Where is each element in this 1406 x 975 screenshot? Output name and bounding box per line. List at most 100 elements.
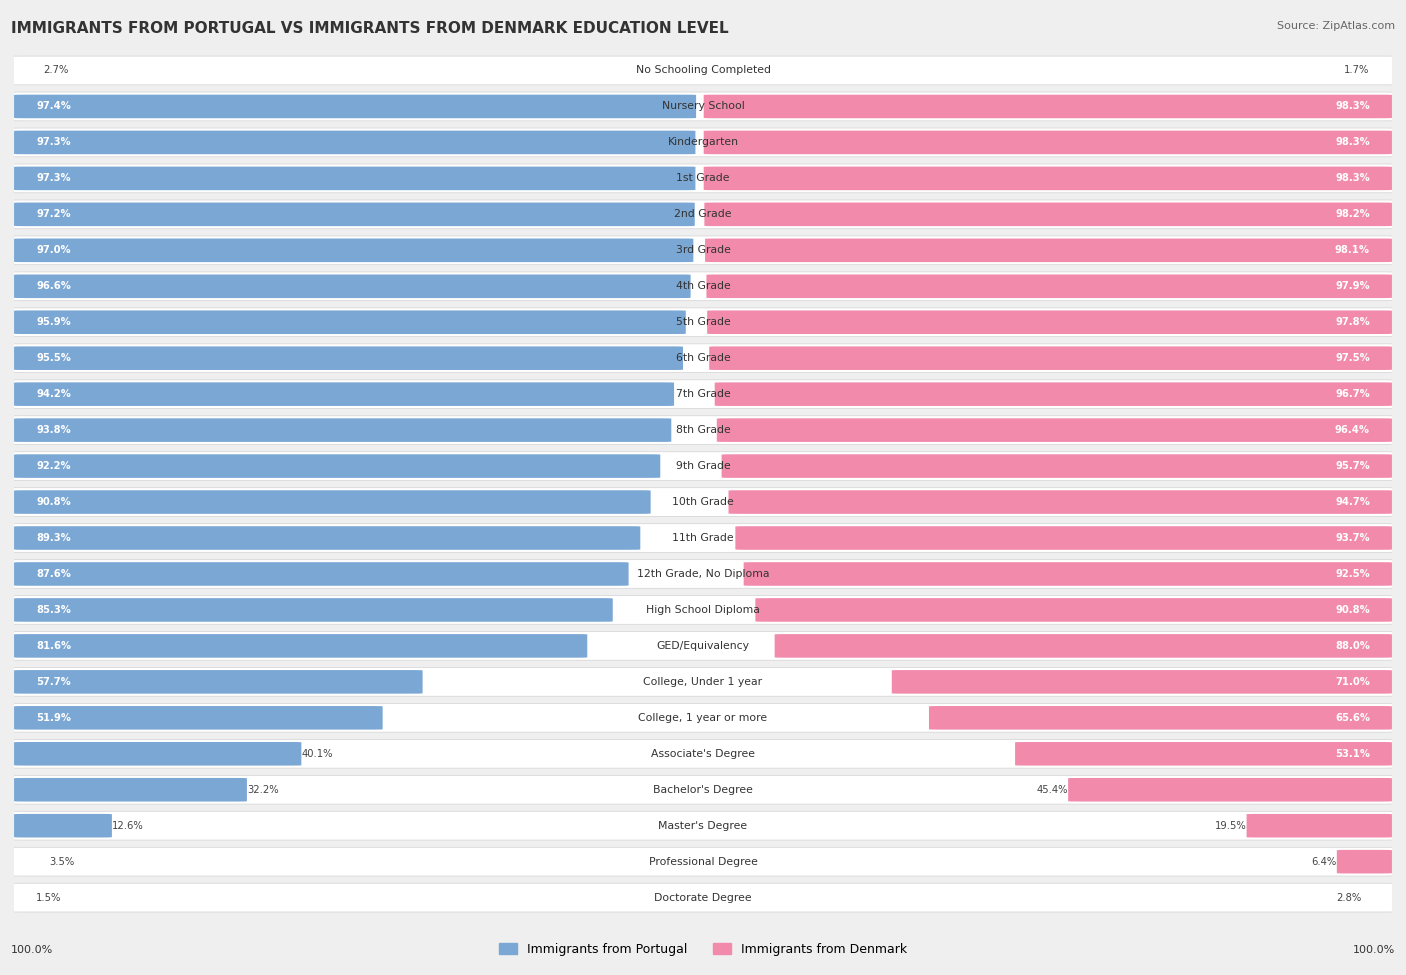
Text: 96.4%: 96.4%	[1334, 425, 1369, 435]
FancyBboxPatch shape	[14, 526, 640, 550]
Text: 90.8%: 90.8%	[1336, 604, 1369, 615]
Text: No Schooling Completed: No Schooling Completed	[636, 65, 770, 75]
Text: 45.4%: 45.4%	[1036, 785, 1069, 795]
FancyBboxPatch shape	[14, 814, 112, 838]
FancyBboxPatch shape	[14, 275, 690, 298]
FancyBboxPatch shape	[7, 703, 1399, 732]
FancyBboxPatch shape	[7, 883, 1399, 912]
Text: 98.3%: 98.3%	[1336, 101, 1369, 111]
Text: 19.5%: 19.5%	[1215, 821, 1247, 831]
Text: GED/Equivalency: GED/Equivalency	[657, 641, 749, 651]
Text: 71.0%: 71.0%	[1336, 677, 1369, 686]
Text: 53.1%: 53.1%	[1334, 749, 1369, 759]
FancyBboxPatch shape	[1337, 850, 1392, 874]
Text: Nursery School: Nursery School	[662, 101, 744, 111]
FancyBboxPatch shape	[706, 275, 1392, 298]
Text: 90.8%: 90.8%	[37, 497, 70, 507]
FancyBboxPatch shape	[7, 811, 1399, 840]
FancyBboxPatch shape	[7, 596, 1399, 624]
FancyBboxPatch shape	[1069, 778, 1392, 801]
Text: 1.5%: 1.5%	[35, 893, 60, 903]
Text: 87.6%: 87.6%	[37, 569, 70, 579]
FancyBboxPatch shape	[744, 563, 1392, 586]
FancyBboxPatch shape	[14, 706, 382, 729]
Text: 95.5%: 95.5%	[37, 353, 70, 364]
Text: Professional Degree: Professional Degree	[648, 857, 758, 867]
FancyBboxPatch shape	[1247, 814, 1392, 838]
FancyBboxPatch shape	[14, 310, 686, 334]
Text: Doctorate Degree: Doctorate Degree	[654, 893, 752, 903]
FancyBboxPatch shape	[7, 524, 1399, 553]
Text: 51.9%: 51.9%	[37, 713, 72, 722]
Text: 89.3%: 89.3%	[37, 533, 70, 543]
FancyBboxPatch shape	[703, 167, 1392, 190]
Text: IMMIGRANTS FROM PORTUGAL VS IMMIGRANTS FROM DENMARK EDUCATION LEVEL: IMMIGRANTS FROM PORTUGAL VS IMMIGRANTS F…	[11, 21, 728, 36]
Text: 7th Grade: 7th Grade	[676, 389, 730, 399]
Text: 98.1%: 98.1%	[1334, 246, 1369, 255]
Text: Associate's Degree: Associate's Degree	[651, 749, 755, 759]
Text: 96.6%: 96.6%	[37, 281, 70, 292]
Text: 4th Grade: 4th Grade	[676, 281, 730, 292]
Text: 93.7%: 93.7%	[1336, 533, 1369, 543]
FancyBboxPatch shape	[891, 670, 1392, 693]
Text: 94.7%: 94.7%	[1336, 497, 1369, 507]
FancyBboxPatch shape	[7, 847, 1399, 877]
FancyBboxPatch shape	[7, 415, 1399, 445]
FancyBboxPatch shape	[1015, 742, 1392, 765]
FancyBboxPatch shape	[755, 598, 1392, 622]
Text: Master's Degree: Master's Degree	[658, 821, 748, 831]
FancyBboxPatch shape	[7, 560, 1399, 588]
FancyBboxPatch shape	[14, 203, 695, 226]
FancyBboxPatch shape	[7, 272, 1399, 300]
Text: 98.3%: 98.3%	[1336, 174, 1369, 183]
Text: 3rd Grade: 3rd Grade	[675, 246, 731, 255]
FancyBboxPatch shape	[14, 131, 696, 154]
Text: High School Diploma: High School Diploma	[647, 604, 759, 615]
Text: Kindergarten: Kindergarten	[668, 137, 738, 147]
Text: 93.8%: 93.8%	[37, 425, 70, 435]
FancyBboxPatch shape	[704, 203, 1392, 226]
Text: 6.4%: 6.4%	[1312, 857, 1337, 867]
Text: 1.7%: 1.7%	[1344, 65, 1369, 75]
Text: 95.9%: 95.9%	[37, 317, 70, 328]
Text: Source: ZipAtlas.com: Source: ZipAtlas.com	[1277, 21, 1395, 31]
FancyBboxPatch shape	[775, 634, 1392, 658]
FancyBboxPatch shape	[14, 346, 683, 370]
Legend: Immigrants from Portugal, Immigrants from Denmark: Immigrants from Portugal, Immigrants fro…	[494, 938, 912, 961]
Text: College, Under 1 year: College, Under 1 year	[644, 677, 762, 686]
FancyBboxPatch shape	[7, 488, 1399, 517]
FancyBboxPatch shape	[703, 131, 1392, 154]
Text: 85.3%: 85.3%	[37, 604, 70, 615]
FancyBboxPatch shape	[14, 670, 423, 693]
FancyBboxPatch shape	[707, 310, 1392, 334]
Text: 3.5%: 3.5%	[49, 857, 75, 867]
FancyBboxPatch shape	[7, 308, 1399, 336]
FancyBboxPatch shape	[7, 344, 1399, 372]
Text: 1st Grade: 1st Grade	[676, 174, 730, 183]
Text: 94.2%: 94.2%	[37, 389, 70, 399]
Text: 12.6%: 12.6%	[112, 821, 143, 831]
Text: 97.3%: 97.3%	[37, 174, 70, 183]
FancyBboxPatch shape	[7, 775, 1399, 804]
FancyBboxPatch shape	[7, 739, 1399, 768]
Text: 11th Grade: 11th Grade	[672, 533, 734, 543]
FancyBboxPatch shape	[7, 668, 1399, 696]
Text: 100.0%: 100.0%	[11, 945, 53, 955]
FancyBboxPatch shape	[7, 236, 1399, 264]
Text: 10th Grade: 10th Grade	[672, 497, 734, 507]
Text: 92.2%: 92.2%	[37, 461, 70, 471]
FancyBboxPatch shape	[14, 418, 671, 442]
Text: 96.7%: 96.7%	[1336, 389, 1369, 399]
FancyBboxPatch shape	[728, 490, 1392, 514]
Text: 40.1%: 40.1%	[301, 749, 333, 759]
Text: 97.0%: 97.0%	[37, 246, 70, 255]
FancyBboxPatch shape	[7, 92, 1399, 121]
Text: 95.7%: 95.7%	[1336, 461, 1369, 471]
FancyBboxPatch shape	[14, 239, 693, 262]
FancyBboxPatch shape	[14, 454, 661, 478]
FancyBboxPatch shape	[14, 95, 696, 118]
Text: Bachelor's Degree: Bachelor's Degree	[652, 785, 754, 795]
FancyBboxPatch shape	[709, 346, 1392, 370]
Text: 88.0%: 88.0%	[1336, 641, 1369, 651]
Text: 2.8%: 2.8%	[1336, 893, 1361, 903]
